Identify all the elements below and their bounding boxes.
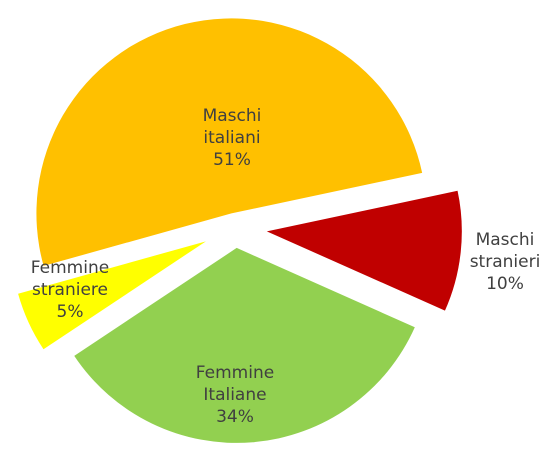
value-label: 5% [56,302,84,322]
value-label: 34% [216,407,254,427]
slice-label: Femmine straniere 5% [15,257,125,323]
category-label: Maschi italiani [202,106,262,148]
slice-label: Maschi stranieri 10% [465,229,545,295]
category-label: Maschi stranieri [469,230,541,272]
value-label: 51% [213,150,251,170]
value-label: 10% [486,274,524,294]
category-label: Femmine Italiane [195,363,275,405]
pie-slice [18,241,206,350]
pie-slice [74,247,415,443]
pie-slice [266,190,462,311]
slice-label: Femmine Italiane 34% [180,362,290,428]
slice-label: Maschi italiani 51% [187,105,277,171]
pie-slice [36,18,423,266]
category-label: Femmine straniere [30,258,110,300]
